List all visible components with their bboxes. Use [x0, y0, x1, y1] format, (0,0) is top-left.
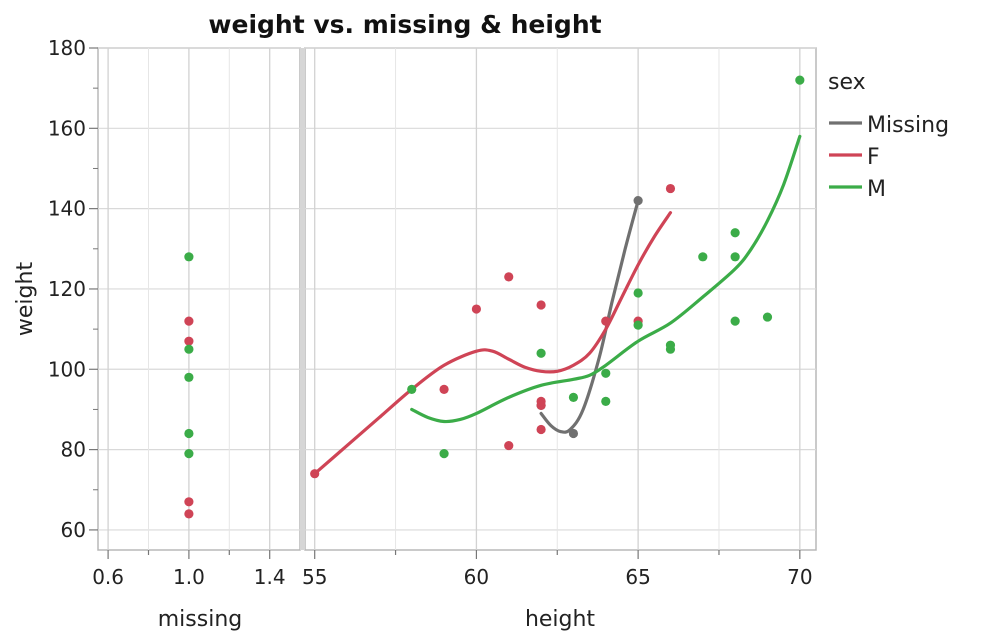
data-point-m-height	[762, 312, 773, 322]
y-tick-label: 60	[61, 518, 86, 542]
smoother-line-m-height	[410, 134, 802, 424]
data-point-m-missing	[184, 372, 194, 382]
data-point-m-missing	[184, 252, 194, 262]
x-tick-label-missing: 1.0	[173, 565, 205, 589]
data-point-f-missing	[184, 497, 194, 507]
data-point-f-height	[536, 424, 546, 435]
x-tick-label-height: 55	[302, 565, 327, 589]
data-point-m-height	[698, 252, 708, 262]
data-point-m-height	[665, 344, 676, 354]
data-point-m-height	[568, 392, 579, 402]
y-tick-label: 180	[48, 36, 86, 60]
data-point-m-height	[730, 228, 740, 238]
x-tick-label-height: 65	[625, 565, 650, 589]
panel-missing: 0.6 1.0 1.4	[92, 47, 301, 589]
data-point-m-height	[536, 348, 546, 358]
data-point-m-height	[730, 316, 740, 326]
data-point-f-height	[504, 272, 514, 282]
chart-title: weight vs. missing & height	[208, 10, 601, 39]
data-point-m-missing	[184, 449, 194, 459]
data-point-m-height	[601, 396, 611, 407]
data-point-m-height	[795, 75, 805, 85]
data-point-f-height	[536, 300, 546, 310]
data-point-m-height	[439, 449, 449, 459]
data-point-m-height	[633, 320, 643, 330]
data-point-f-height	[601, 316, 611, 326]
data-point-missing-height	[568, 428, 579, 439]
smoother-line-missing-height	[539, 199, 640, 434]
x-axis-title-missing: missing	[158, 607, 243, 632]
data-point-f-missing	[184, 509, 194, 519]
panel-height: 55 60 65 70	[302, 47, 817, 589]
data-point-m-height	[633, 288, 643, 298]
legend-label-m: M	[867, 177, 886, 202]
data-point-f-height	[536, 400, 546, 411]
y-tick-label: 100	[48, 357, 86, 381]
y-tick-label: 120	[48, 277, 86, 301]
legend-label-f: F	[867, 145, 880, 170]
data-point-f-missing	[184, 316, 194, 326]
data-point-m-height	[730, 252, 740, 262]
data-point-m-height	[601, 368, 611, 378]
legend: sex Missing FM	[828, 70, 949, 202]
data-point-f-height	[439, 384, 449, 394]
data-point-f-height	[310, 469, 320, 479]
panel-divider	[300, 48, 305, 550]
data-point-f-height	[471, 304, 482, 314]
x-axis-title-height: height	[525, 607, 595, 632]
y-tick-label: 80	[61, 438, 86, 462]
legend-title: sex	[828, 70, 866, 95]
data-point-m-missing	[184, 344, 194, 354]
data-point-f-height	[504, 440, 514, 451]
smoother-line-f-height	[313, 211, 673, 476]
data-point-m-height	[407, 384, 417, 394]
data-point-f-height	[665, 183, 676, 194]
y-tick-label: 160	[48, 116, 86, 140]
x-tick-label-height: 70	[787, 565, 812, 589]
data-point-f-missing	[184, 336, 194, 346]
x-tick-label-missing: 0.6	[92, 565, 124, 589]
y-tick-label: 140	[48, 197, 86, 221]
legend-label-missing: Missing	[867, 113, 949, 138]
x-tick-label-missing: 1.4	[254, 565, 286, 589]
data-point-missing-height	[633, 196, 643, 206]
y-axis-title: weight	[13, 262, 38, 337]
data-point-m-missing	[184, 428, 194, 439]
x-tick-label-height: 60	[464, 565, 489, 589]
plot-frame-height	[304, 47, 817, 551]
y-axis: 60 80 100 120 140 160 180	[48, 36, 98, 542]
